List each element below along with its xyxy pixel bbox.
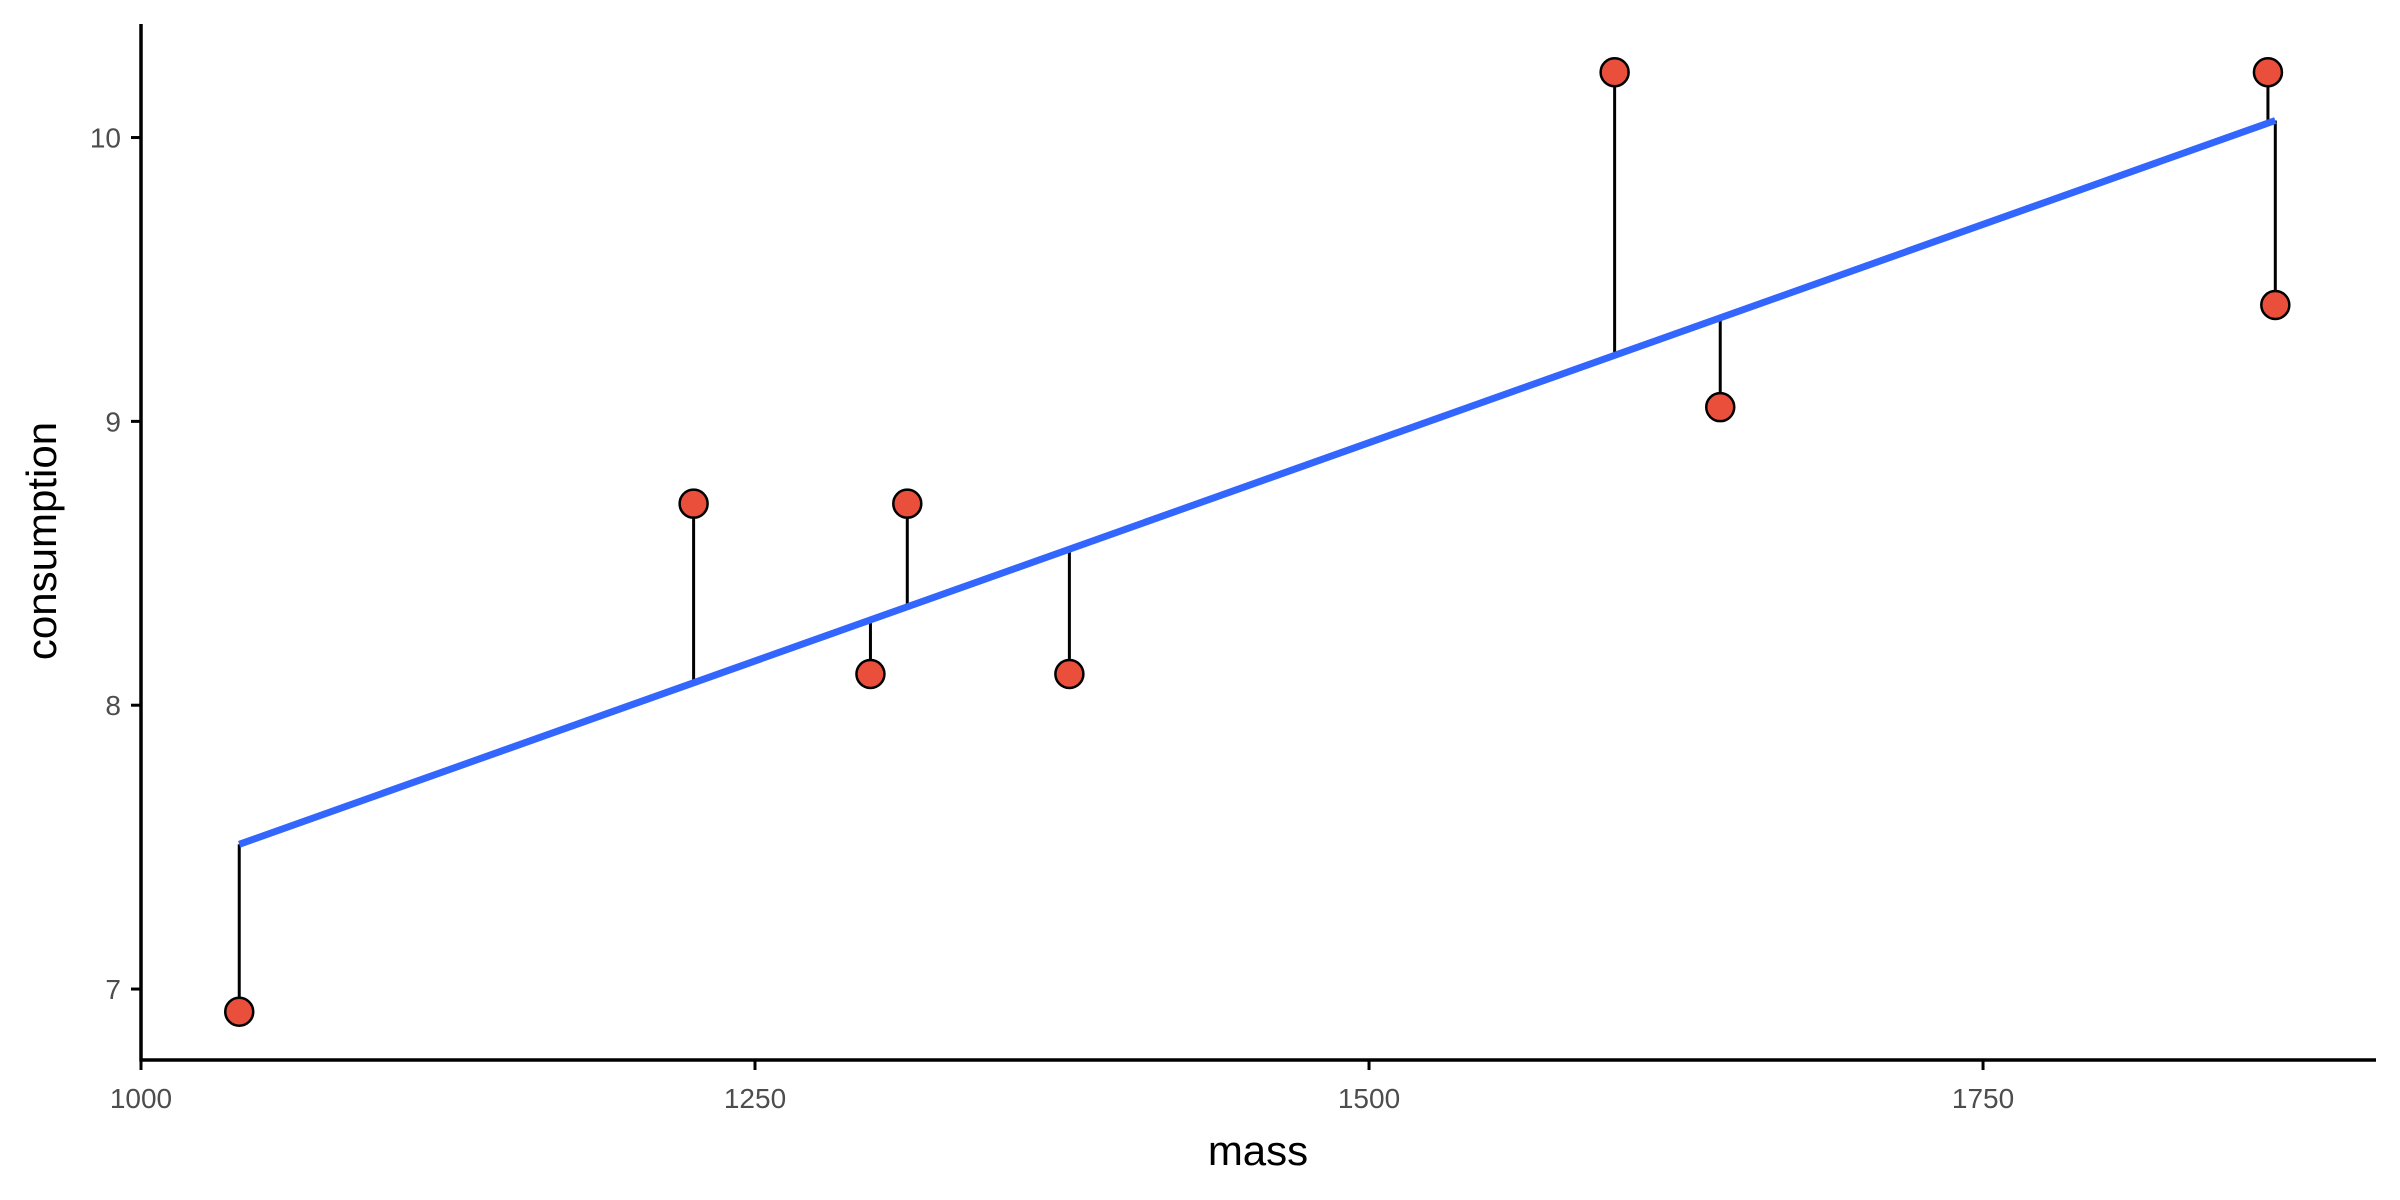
y-tick-label-8: 8: [105, 690, 121, 721]
data-point-4: [892, 488, 923, 519]
y-axis-title: consumption: [18, 422, 65, 660]
data-points: [223, 57, 2291, 1027]
data-point-9: [2260, 289, 2291, 321]
data-point-5: [1054, 658, 1085, 690]
data-point-1: [223, 996, 255, 1027]
y-tick-label-7: 7: [105, 974, 121, 1005]
y-tick-label-10: 10: [90, 123, 121, 154]
data-point-6: [1599, 57, 1630, 88]
x-tick-label-1500: 1500: [1338, 1083, 1400, 1114]
y-tick-label-9: 9: [105, 406, 121, 437]
axes: 1000 1250 1500 1750 7 8 9 10: [90, 24, 2376, 1114]
data-point-8: [2252, 57, 2284, 88]
x-tick-label-1000: 1000: [110, 1083, 172, 1114]
x-axis-title: mass: [1208, 1127, 1308, 1174]
regression-line-group: [238, 117, 2277, 848]
data-point-7: [1704, 391, 1736, 423]
data-point-2: [678, 488, 709, 519]
x-tick-label-1250: 1250: [724, 1083, 786, 1114]
data-point-3: [855, 658, 886, 690]
regression-line: [238, 117, 2277, 848]
residual-segments: [237, 72, 2277, 1012]
x-tick-label-1750: 1750: [1952, 1083, 2014, 1114]
